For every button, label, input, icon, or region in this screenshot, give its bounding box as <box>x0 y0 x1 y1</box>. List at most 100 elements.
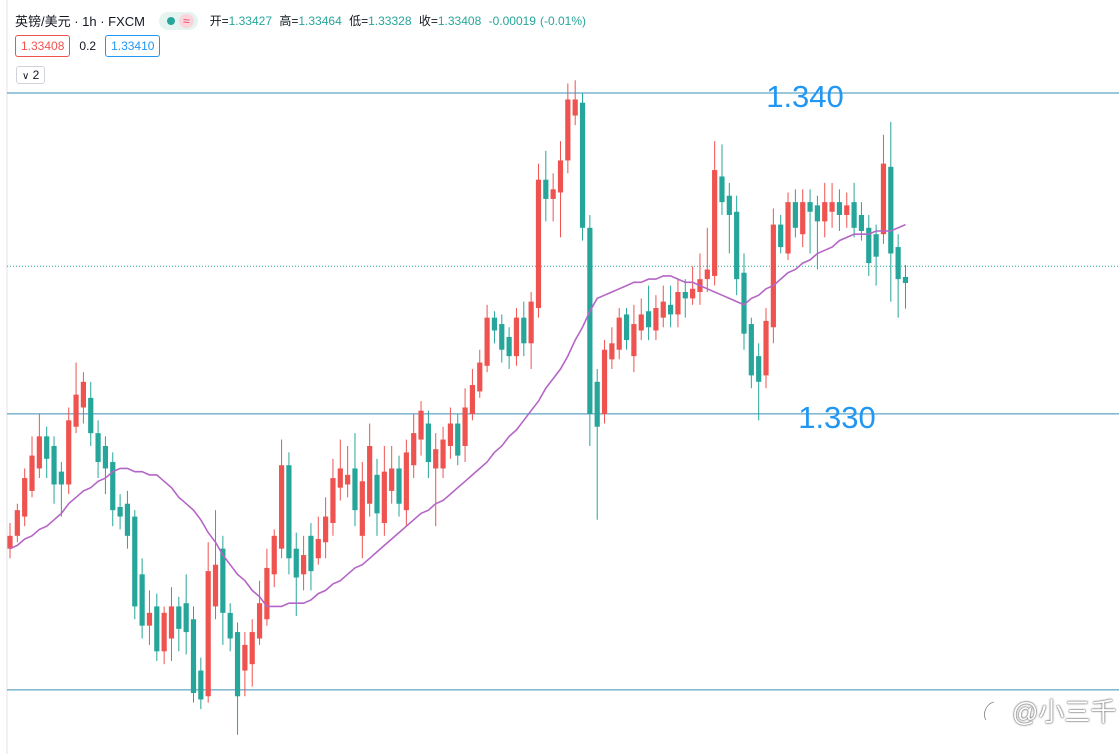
candle-body <box>535 179 542 309</box>
candle-body <box>741 272 747 334</box>
header: 英镑/美元 · 1h · FXCM ≈ 开=1.33427 高=1.33464 … <box>15 11 590 30</box>
chevron-icon: ∨ <box>22 71 30 82</box>
candle-body <box>256 603 263 639</box>
candle-body <box>653 308 659 331</box>
order-panel: 1.33408 0.2 1.33410 <box>15 35 161 57</box>
candle-body <box>587 227 593 414</box>
candle-body <box>748 324 754 376</box>
candle-body <box>447 423 453 446</box>
candle-body <box>212 564 219 607</box>
candle-body <box>249 632 255 665</box>
candle-body <box>374 474 380 514</box>
candle-body <box>337 468 343 488</box>
watermark-icon <box>983 700 1002 722</box>
chart-title[interactable]: 英镑/美元 · 1h · FXCM <box>15 14 146 29</box>
candle-body <box>880 163 887 235</box>
candle-body <box>330 478 336 523</box>
candle-body <box>286 465 292 559</box>
candle-body <box>352 468 358 511</box>
candle-body <box>477 362 483 392</box>
candle-body <box>124 503 131 536</box>
candle-body <box>176 606 182 629</box>
candle-body <box>345 474 351 485</box>
candle-body <box>609 343 615 360</box>
candle-body <box>359 481 365 536</box>
candle-body <box>770 224 776 328</box>
candle-body <box>102 445 109 469</box>
status-badge[interactable]: ≈ <box>159 11 198 30</box>
candle-body <box>631 324 637 357</box>
candle-body <box>836 202 843 215</box>
buy-button[interactable]: 1.33410 <box>105 35 161 57</box>
candle-body <box>22 478 28 517</box>
candle-body <box>792 202 798 228</box>
candle-body <box>521 317 527 344</box>
candle-body <box>601 349 608 414</box>
spread: 0.2 <box>79 39 97 53</box>
candle-body <box>271 535 277 575</box>
candle-body <box>895 247 901 280</box>
candle-body <box>315 539 321 559</box>
candle-body <box>183 603 189 633</box>
candle-body <box>513 317 520 357</box>
candle-body <box>29 455 35 491</box>
candle-body <box>719 176 725 203</box>
candle-body <box>866 227 872 264</box>
indicators-toggle[interactable]: ∨ 2 <box>16 66 46 84</box>
legend-value: 1.33427 <box>228 14 273 28</box>
candle-body <box>14 510 20 536</box>
candle-body <box>638 314 644 331</box>
candle-body <box>506 336 512 357</box>
line-label: 1.340 <box>766 79 844 114</box>
candle-body <box>734 211 740 280</box>
candle-body <box>491 317 498 331</box>
candle-body <box>469 385 476 414</box>
candle-body <box>785 202 791 254</box>
candle-body <box>403 452 409 511</box>
candle-body <box>234 632 241 697</box>
candle-body <box>264 567 270 620</box>
candle-body <box>822 202 828 222</box>
candle-body <box>844 205 850 215</box>
candle-body <box>433 449 439 469</box>
candle-body <box>594 381 600 427</box>
candle-body <box>44 436 50 459</box>
candle-body <box>132 516 138 607</box>
watermark: @小三千 <box>978 692 1116 729</box>
indicators-count: 2 <box>32 68 40 82</box>
candle-body <box>146 612 153 626</box>
candle-body <box>858 214 865 232</box>
candle-body <box>139 574 145 626</box>
candle-body <box>440 439 446 469</box>
candle-body <box>301 555 307 575</box>
candle-body <box>726 195 732 215</box>
candle-body <box>36 436 42 469</box>
candle-body <box>190 619 197 694</box>
candle-body <box>660 301 666 318</box>
candle-body <box>367 445 373 504</box>
candle-body <box>668 304 674 315</box>
candle-body <box>278 465 285 549</box>
legend-change-pct: (-0.01%) <box>539 14 586 28</box>
candle-body <box>756 356 762 382</box>
candle-body <box>425 423 431 463</box>
candle-body <box>565 99 571 161</box>
candle-body <box>242 644 248 671</box>
sell-button[interactable]: 1.33408 <box>15 35 71 57</box>
candle-body <box>411 433 417 466</box>
candle-body <box>88 397 94 434</box>
candle-body <box>293 548 299 578</box>
candle-body <box>543 179 549 199</box>
watermark-text: @小三千 <box>1012 697 1117 727</box>
legend-label: 收= <box>418 14 438 28</box>
candle-body <box>51 445 57 485</box>
candle-body <box>888 166 894 254</box>
candle-body <box>851 202 857 228</box>
candle-body <box>902 276 909 283</box>
candle-body <box>381 471 387 523</box>
candle-body <box>227 612 233 639</box>
candle-body <box>814 205 820 222</box>
delay-icon: ≈ <box>179 13 194 28</box>
candle-body <box>499 324 505 350</box>
